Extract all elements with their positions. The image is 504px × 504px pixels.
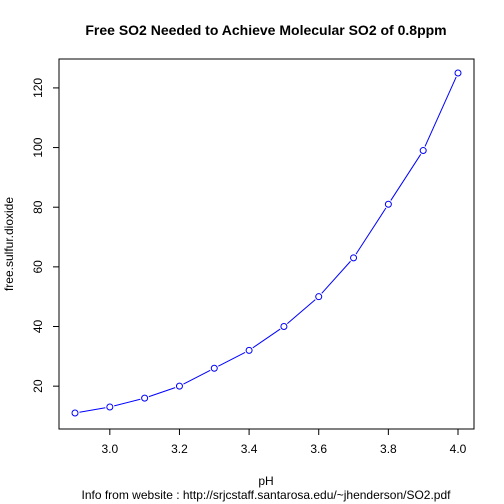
data-point bbox=[106, 403, 114, 411]
data-point bbox=[454, 69, 462, 77]
data-point bbox=[141, 394, 149, 402]
y-tick-label: 100 bbox=[31, 137, 45, 157]
line-segment bbox=[114, 398, 141, 407]
data-point bbox=[384, 200, 392, 208]
line-segment bbox=[252, 328, 281, 349]
chart-title: Free SO2 Needed to Achieve Molecular SO2… bbox=[85, 22, 446, 38]
x-tick-label: 3.6 bbox=[310, 442, 327, 456]
line-segment bbox=[79, 407, 106, 413]
y-axis: 20 40 60 80 100 120 bbox=[31, 78, 60, 393]
line-segment bbox=[321, 260, 351, 294]
x-tick-label: 3.4 bbox=[241, 442, 258, 456]
x-tick-label: 4.0 bbox=[450, 442, 467, 456]
line-segment bbox=[424, 76, 457, 147]
data-point bbox=[350, 254, 358, 262]
series-line bbox=[71, 69, 462, 417]
data-point bbox=[315, 293, 323, 301]
data-point bbox=[419, 147, 427, 155]
data-point bbox=[71, 409, 79, 417]
x-axis-label: pH bbox=[258, 474, 273, 488]
source-caption: Info from website : http://srjcstaff.san… bbox=[82, 488, 452, 502]
data-point bbox=[245, 346, 253, 354]
data-point bbox=[175, 382, 183, 390]
data-point bbox=[210, 364, 218, 372]
y-tick-label: 120 bbox=[31, 78, 45, 98]
line-segment bbox=[148, 387, 176, 398]
line-segment bbox=[183, 369, 211, 385]
line-segment bbox=[355, 207, 387, 255]
x-tick-label: 3.8 bbox=[380, 442, 397, 456]
data-point bbox=[280, 323, 288, 331]
plot-area bbox=[58, 58, 475, 430]
y-tick-label: 20 bbox=[31, 379, 45, 393]
x-axis: 3.0 3.2 3.4 3.6 3.8 4.0 bbox=[101, 428, 467, 456]
y-axis-label: free.sulfur.dioxide bbox=[2, 197, 16, 291]
x-tick-label: 3.2 bbox=[171, 442, 188, 456]
y-tick-label: 40 bbox=[31, 320, 45, 334]
line-segment bbox=[287, 299, 316, 324]
y-tick-label: 60 bbox=[31, 260, 45, 274]
line-segment bbox=[390, 154, 422, 201]
y-tick-label: 80 bbox=[31, 200, 45, 214]
line-segment bbox=[218, 351, 246, 367]
x-tick-label: 3.0 bbox=[101, 442, 118, 456]
